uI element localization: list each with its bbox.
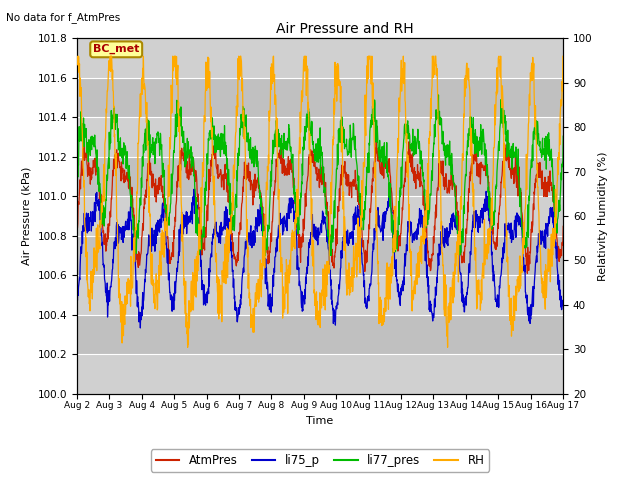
- Bar: [77, 38, 563, 78]
- Bar: [77, 236, 563, 275]
- Y-axis label: Relativity Humidity (%): Relativity Humidity (%): [598, 151, 608, 281]
- Bar: [77, 275, 563, 315]
- Title: Air Pressure and RH: Air Pressure and RH: [275, 22, 413, 36]
- Bar: [77, 78, 563, 117]
- Bar: [77, 196, 563, 236]
- Bar: [77, 117, 563, 157]
- Bar: [77, 315, 563, 354]
- Y-axis label: Air Pressure (kPa): Air Pressure (kPa): [22, 167, 32, 265]
- X-axis label: Time: Time: [307, 416, 333, 426]
- Legend: AtmPres, li75_p, li77_pres, RH: AtmPres, li75_p, li77_pres, RH: [151, 449, 489, 472]
- Bar: [77, 157, 563, 196]
- Text: BC_met: BC_met: [93, 44, 140, 54]
- Bar: [77, 354, 563, 394]
- Text: No data for f_AtmPres: No data for f_AtmPres: [6, 12, 121, 23]
